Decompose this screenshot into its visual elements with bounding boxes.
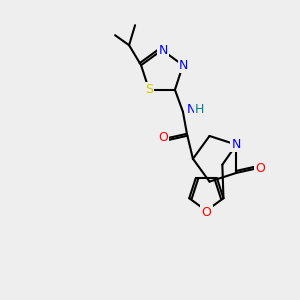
Text: S: S (145, 83, 153, 96)
Text: O: O (255, 162, 265, 176)
Text: O: O (158, 131, 168, 144)
Text: H: H (195, 103, 205, 116)
Text: O: O (201, 206, 211, 219)
Text: N: N (187, 103, 196, 116)
Text: N: N (158, 44, 168, 56)
Text: N: N (179, 59, 189, 72)
Text: N: N (232, 138, 241, 151)
